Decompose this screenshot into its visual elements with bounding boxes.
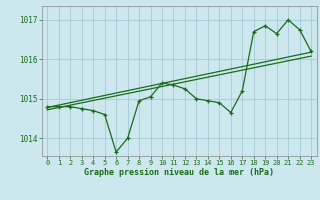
X-axis label: Graphe pression niveau de la mer (hPa): Graphe pression niveau de la mer (hPa): [84, 168, 274, 177]
